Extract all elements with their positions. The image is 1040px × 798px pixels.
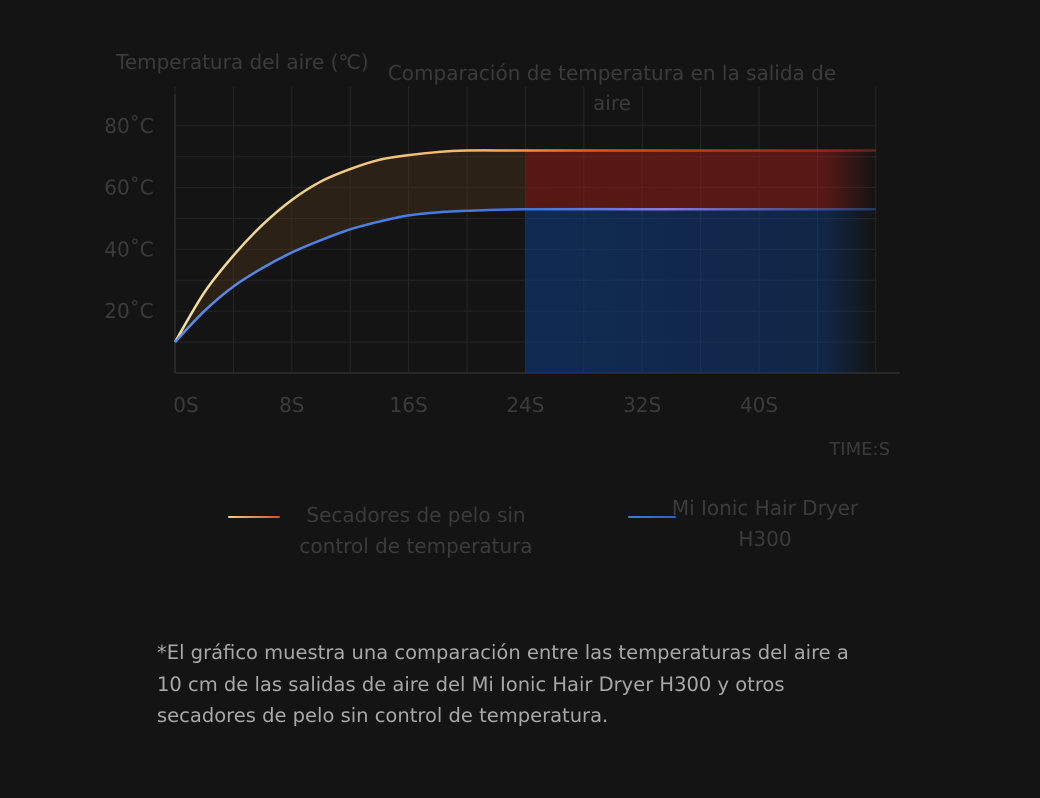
x-tick-label: 16S bbox=[390, 393, 428, 417]
chart-footnote: *El gráfico muestra una comparación entr… bbox=[157, 641, 849, 727]
y-tick-label: 40˚C bbox=[104, 237, 153, 261]
series-line-conventional bbox=[173, 149, 876, 343]
legend-swatch-h300 bbox=[628, 516, 676, 518]
legend-label-h300: Mi Ionic Hair Dryer H300 bbox=[671, 496, 859, 551]
y-axis-label: Temperatura del aire (℃) bbox=[116, 50, 369, 74]
y-tick-label: 80˚C bbox=[104, 114, 153, 138]
x-tick-label: 24S bbox=[506, 393, 544, 417]
legend-label-conventional: Secadores de pelo sin control de tempera… bbox=[299, 503, 533, 558]
temperature-chart: 20˚C 40˚C 60˚C 80˚C 0S 8S 16S 24S 32S 40S bbox=[104, 86, 900, 417]
x-tick-label: 32S bbox=[623, 393, 661, 417]
x-tick-label: 0S bbox=[173, 393, 198, 417]
temperature-gap-band bbox=[175, 150, 526, 343]
y-tick-label: 60˚C bbox=[104, 176, 153, 200]
controlled-region bbox=[525, 209, 876, 373]
series-line-h300 bbox=[174, 207, 876, 343]
y-tick-label: 20˚C bbox=[104, 299, 153, 323]
overheat-region bbox=[525, 150, 876, 210]
x-axis-label: TIME:S bbox=[829, 439, 890, 460]
legend-swatch-conventional bbox=[228, 516, 280, 518]
x-tick-label: 8S bbox=[279, 393, 304, 417]
x-tick-label: 40S bbox=[740, 393, 778, 417]
chart-title: Comparación de temperatura en la salida … bbox=[387, 61, 837, 115]
